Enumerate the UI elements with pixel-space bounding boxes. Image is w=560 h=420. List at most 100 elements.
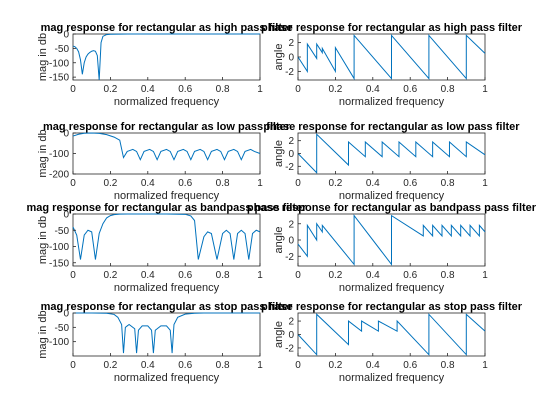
plot-title: mag response for rectangular as low pass… [43,121,291,133]
x-tick-label: 0.2 [328,84,342,95]
y-tick-label: -50 [55,323,70,334]
x-axis-label: normalized frequency [114,96,220,108]
y-axis-label: angle [273,140,285,167]
y-axis-label: mag in db [37,129,49,177]
series-line [297,34,486,81]
x-tick-label: 0.8 [441,84,455,95]
x-tick-label: 0.4 [366,178,380,189]
plot-title: phase response for rectangular as high p… [261,22,523,34]
x-tick-label: 0.6 [403,84,417,95]
x-tick-label: 0.2 [103,84,117,95]
x-tick-label: 0 [295,270,301,281]
plot-title: mag response for rectangular as high pas… [41,22,294,34]
x-tick-label: 0.4 [141,270,155,281]
y-axis-label: mag in db [37,33,49,81]
series-line [72,33,260,81]
series-line [73,312,260,354]
y-tick-label: -2 [285,67,294,78]
y-tick-label: -2 [285,343,294,354]
axes-box [72,132,261,175]
x-tick-label: 0.2 [328,270,342,281]
x-tick-label: 1 [257,360,263,371]
y-tick-label: -2 [285,252,294,263]
x-tick-label: 0.4 [366,84,380,95]
x-tick-label: 0 [70,270,76,281]
y-tick-label: 2 [288,317,294,328]
x-tick-label: 0.4 [141,360,155,371]
x-axis-label: normalized frequency [114,190,220,202]
x-tick-label: 0 [295,178,301,189]
axes-box [72,33,261,81]
x-tick-label: 0.6 [178,270,192,281]
plot-title: phase response for rectangular as bandpa… [247,202,537,214]
x-tick-label: 0.8 [216,270,230,281]
x-tick-label: 0.8 [216,360,230,371]
x-tick-label: 0 [295,360,301,371]
series-line [297,214,486,266]
x-tick-label: 0.8 [441,360,455,371]
y-axis-label: mag in db [37,310,49,358]
y-tick-label: 2 [288,219,294,230]
x-tick-label: 0.6 [178,84,192,95]
axes-box [72,312,261,357]
y-tick-label: 2 [288,38,294,49]
y-tick-label: 2 [288,136,294,147]
y-axis-label: angle [273,321,285,348]
x-axis-label: normalized frequency [114,372,220,384]
x-tick-label: 1 [482,360,488,371]
subplot-3: 0 0.2 0.4 0.6 0.8 1 0 -100 -200 mag response for … [37,121,291,202]
series-line [72,213,261,260]
series-line [72,132,261,161]
x-axis-label: normalized frequency [339,190,445,202]
subplot-7: 0 0.2 0.4 0.6 0.8 1 0 -50 -100 mag response for r… [37,301,293,384]
x-tick-label: 0.2 [103,360,117,371]
x-tick-label: 0.6 [403,270,417,281]
y-tick-label: -50 [55,44,70,55]
x-tick-label: 0.4 [141,84,155,95]
subplot-1: 0 0.2 0.4 0.6 0.8 1 0 -50 -100 -150 mag response f… [37,22,293,108]
y-axis-label: angle [273,227,285,254]
x-tick-label: 0.6 [403,360,417,371]
x-tick-label: 1 [257,270,263,281]
series-line [297,313,486,356]
x-tick-label: 0.6 [178,360,192,371]
x-tick-label: 0.6 [403,178,417,189]
y-tick-label: 0 [288,330,294,341]
y-tick-label: 0 [63,129,69,140]
x-axis-label: normalized frequency [114,282,220,294]
y-tick-label: -150 [49,258,69,269]
x-tick-label: 0.8 [441,270,455,281]
x-tick-label: 0 [70,178,76,189]
x-axis-label: normalized frequency [339,96,445,108]
x-tick-label: 1 [482,270,488,281]
x-tick-label: 1 [482,84,488,95]
plot-title: phase response for rectangular as low pa… [263,121,520,133]
x-tick-label: 0.2 [328,178,342,189]
axes-box [297,132,486,175]
y-tick-label: 0 [288,53,294,64]
x-tick-label: 0.4 [366,360,380,371]
y-axis-label: mag in db [37,216,49,264]
y-tick-label: 0 [63,210,69,221]
axes-box [72,213,261,267]
x-tick-label: 0.2 [103,270,117,281]
subplot-5: 0 0.2 0.4 0.6 0.8 1 0 -50 -100 -150 mag response f… [27,202,308,294]
y-tick-label: -150 [49,73,69,84]
x-tick-label: 0 [70,360,76,371]
series-line [297,133,486,174]
x-tick-label: 0.8 [441,178,455,189]
x-tick-label: 0.8 [216,178,230,189]
plot-title: mag response for rectangular as bandpass… [27,202,308,214]
axes-box [297,312,486,357]
y-tick-label: -100 [49,58,69,69]
x-tick-label: 0.4 [366,270,380,281]
y-tick-label: 0 [288,149,294,160]
x-axis-label: normalized frequency [339,372,445,384]
x-tick-label: 0.4 [141,178,155,189]
plot-title: mag response for rectangular as stop pas… [41,301,294,313]
y-tick-label: -50 [55,226,70,237]
